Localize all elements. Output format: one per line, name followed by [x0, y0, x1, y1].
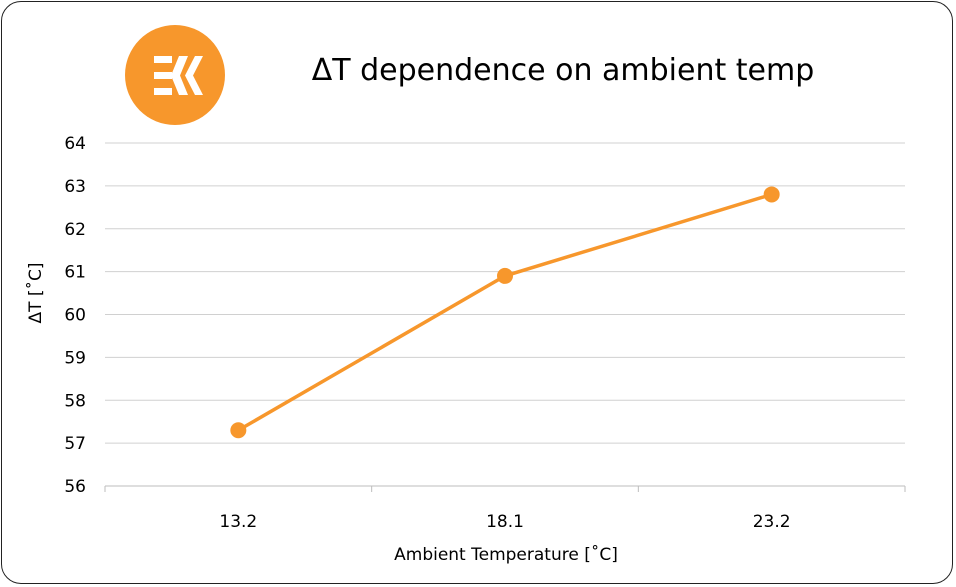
x-axis-label: Ambient Temperature [˚C]	[394, 544, 618, 565]
y-tick-label: 62	[64, 220, 86, 240]
y-tick-label: 58	[64, 391, 86, 411]
y-tick-label: 60	[64, 306, 86, 326]
data-point	[497, 267, 513, 284]
logo-mark	[154, 56, 203, 95]
x-tick-label: 23.2	[753, 512, 791, 532]
x-axis	[104, 485, 906, 492]
y-tick-label: 57	[64, 434, 86, 454]
series-line	[237, 192, 773, 432]
y-tick-label: 61	[64, 263, 86, 283]
gridlines	[105, 142, 905, 444]
x-tick-label: 13.2	[219, 512, 257, 532]
y-axis-ticks: 56 57 58 59 60 61 62 63 64	[64, 134, 86, 497]
ek-logo-icon	[125, 25, 225, 125]
x-axis-ticks: 13.2 18.1 23.2	[219, 512, 790, 532]
y-tick-label: 64	[64, 134, 86, 154]
x-tick-label: 18.1	[486, 512, 524, 532]
y-axis-label: ΔT [˚C]	[25, 262, 46, 323]
series	[230, 186, 780, 439]
y-tick-label: 59	[64, 348, 86, 368]
y-tick-label: 63	[64, 177, 86, 197]
data-point	[230, 422, 247, 439]
data-point	[763, 186, 780, 203]
y-tick-label: 56	[64, 477, 86, 497]
chart-title: ΔT dependence on ambient temp	[312, 53, 815, 88]
